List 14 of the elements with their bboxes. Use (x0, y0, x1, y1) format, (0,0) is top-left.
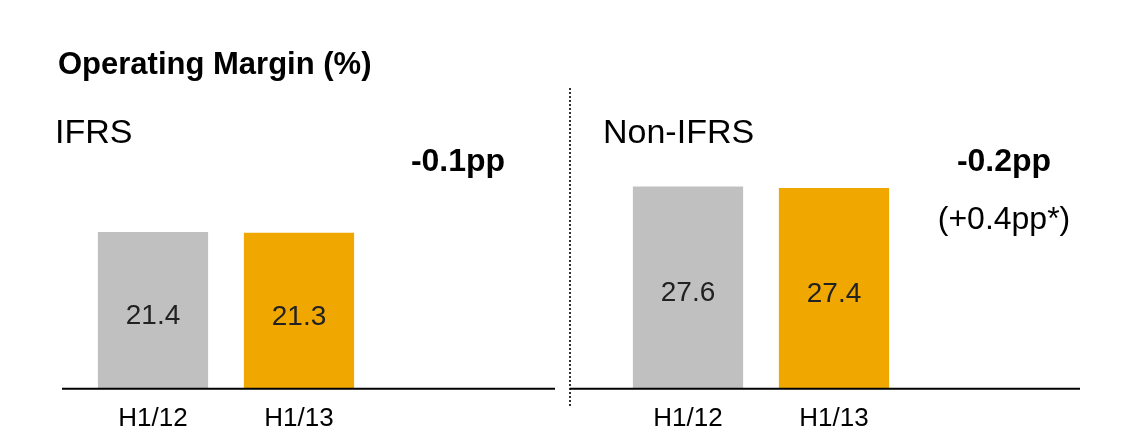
x-tick-label: H1/12 (653, 401, 723, 432)
x-tick-label: H1/13 (799, 401, 869, 432)
chart-title: Operating Margin (%) (58, 46, 372, 82)
chart-subtitle: IFRS (55, 112, 133, 151)
data-label: 27.4 (806, 277, 862, 309)
text: (+0.4pp*) (937, 200, 1071, 237)
x-tick-label: H1/12 (118, 401, 188, 432)
chart-subtitle: Non-IFRS (603, 112, 755, 151)
data-label: 21.3 (271, 299, 327, 331)
data-label: 27.6 (660, 276, 716, 308)
text: -0.2pp (956, 142, 1052, 179)
text: -0.1pp (410, 142, 506, 179)
x-tick-label: H1/13 (264, 401, 334, 432)
data-label: 21.4 (125, 299, 181, 331)
